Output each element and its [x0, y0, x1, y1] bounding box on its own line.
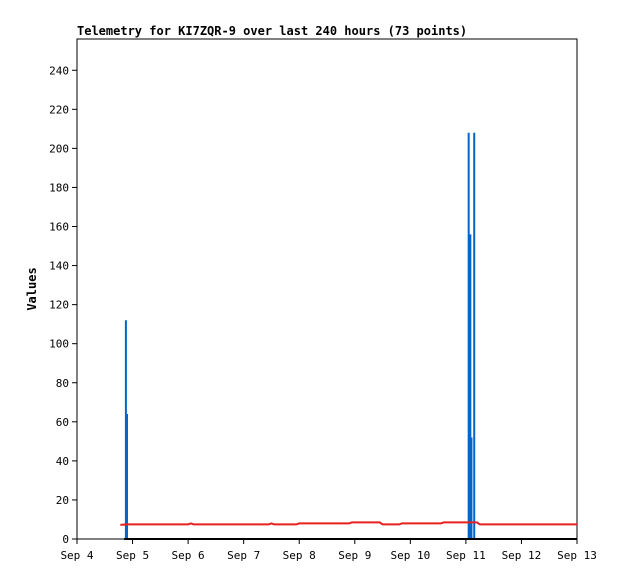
- series-layer: [120, 132, 577, 540]
- x-tick-label: Sep 13: [557, 549, 597, 562]
- x-tick-label: Sep 8: [283, 549, 316, 562]
- y-tick-label: 40: [56, 455, 69, 468]
- y-tick-label: 60: [56, 416, 69, 429]
- x-tick-label: Sep 7: [227, 549, 260, 562]
- y-tick-label: 180: [49, 181, 69, 194]
- x-tick-label: Sep 6: [172, 549, 205, 562]
- x-tick-label: Sep 10: [390, 549, 430, 562]
- y-tick-label: 0: [62, 533, 69, 546]
- y-tick-label: 120: [49, 299, 69, 312]
- y-tick-label: 200: [49, 142, 69, 155]
- y-tick-label: 240: [49, 64, 69, 77]
- x-tick-label: Sep 4: [60, 549, 93, 562]
- series-1-line: [120, 521, 577, 526]
- y-tick-label: 20: [56, 494, 69, 507]
- x-tick-label: Sep 11: [446, 549, 486, 562]
- y-tick-label: 160: [49, 221, 69, 234]
- y-tick-label: 140: [49, 260, 69, 273]
- series-1: [120, 521, 577, 526]
- y-tick-label: 80: [56, 377, 69, 390]
- chart-title: Telemetry for KI7ZQR-9 over last 240 hou…: [77, 24, 467, 38]
- x-tick-label: Sep 9: [338, 549, 371, 562]
- x-tick-label: Sep 12: [502, 549, 542, 562]
- y-tick-label: 100: [49, 338, 69, 351]
- x-tick-label: Sep 5: [116, 549, 149, 562]
- x-axis: Sep 4 Sep 5 Sep 6 Sep 7 Sep 8 Sep 9 Sep 10 Sep …: [60, 539, 597, 562]
- y-tick-label: 220: [49, 103, 69, 116]
- series-0: [124, 132, 476, 539]
- y-axis: 0 20 40 60 80 100 120 140 160 180 200 220 240: [49, 64, 77, 546]
- plot-area-frame: [76, 38, 578, 540]
- y-axis-label: Values: [25, 267, 39, 310]
